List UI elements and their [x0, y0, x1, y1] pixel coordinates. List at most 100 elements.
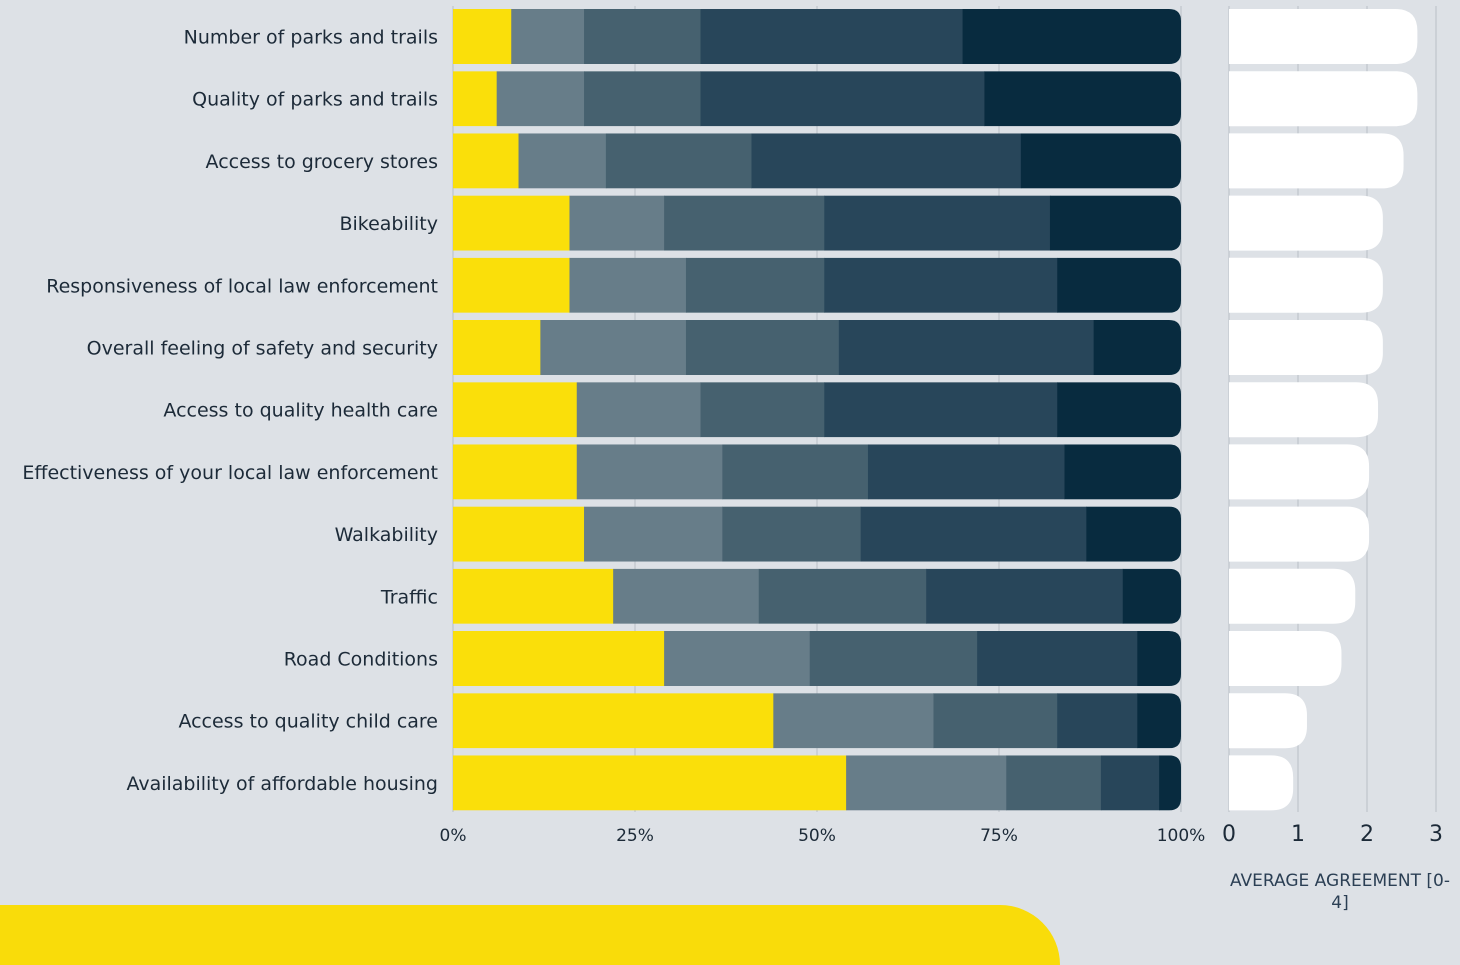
bar-segment	[584, 9, 702, 64]
bar-segment	[453, 195, 570, 251]
x-tick-labels: 0% 25% 50% 75% 100%	[440, 826, 1206, 846]
bar-segment	[824, 257, 1058, 313]
bar-segment	[1086, 506, 1181, 562]
bar-segment	[700, 71, 985, 127]
bar-row	[453, 9, 1181, 64]
bar-segment	[1137, 631, 1181, 686]
bar-segment	[846, 755, 1007, 811]
category-label: Road Conditions	[284, 649, 438, 671]
bar-segment	[569, 257, 687, 313]
average-bar	[1229, 9, 1418, 64]
category-label: Responsiveness of local law enforcement	[46, 275, 438, 297]
bar-segment	[933, 693, 1058, 749]
bar-segment	[605, 133, 752, 189]
bar-segment	[569, 195, 665, 251]
bar-row	[453, 506, 1181, 562]
avg-tick-label: 1	[1291, 822, 1305, 847]
chart: Number of parks and trails Quality of par…	[22, 6, 1443, 847]
average-bar	[1229, 631, 1342, 686]
bar-segment	[838, 320, 1095, 375]
bar-segment	[860, 506, 1087, 562]
bar-segment	[453, 257, 570, 313]
bar-row	[453, 568, 1181, 624]
bar-segment	[1049, 195, 1181, 251]
bar-segment	[1006, 755, 1102, 811]
bar-segment	[613, 568, 760, 624]
avg-tick-label: 0	[1222, 822, 1236, 847]
bar-segment	[700, 382, 825, 438]
average-bar	[1229, 506, 1370, 562]
bar-segment	[700, 9, 964, 64]
category-label: Number of parks and trails	[184, 27, 438, 49]
x-tick-label: 100%	[1157, 826, 1206, 846]
bar-segment	[453, 133, 520, 189]
x-tick-label: 50%	[798, 826, 836, 846]
bar-segment	[1100, 755, 1160, 811]
bar-row	[453, 195, 1181, 251]
bar-segment	[664, 631, 811, 686]
avg-tick-label: 3	[1429, 822, 1443, 847]
bar-segment	[453, 9, 512, 64]
average-bar	[1229, 257, 1383, 313]
bar-segment	[1057, 382, 1181, 438]
average-bars	[1229, 9, 1418, 811]
bar-segment	[576, 382, 702, 438]
average-bar	[1229, 320, 1383, 375]
category-label: Availability of affordable housing	[126, 773, 438, 795]
bar-segment	[1064, 444, 1181, 500]
category-label: Access to quality child care	[178, 711, 438, 733]
bar-row	[453, 444, 1181, 500]
category-label: Effectiveness of your local law enforcem…	[22, 462, 438, 484]
bar-segment	[984, 71, 1181, 127]
average-bar	[1229, 755, 1294, 811]
bar-segment	[1159, 755, 1181, 811]
bar-segment	[496, 71, 585, 127]
bar-segment	[1020, 133, 1181, 189]
avg-axis-title: AVERAGE AGREEMENT [0-4]	[1230, 871, 1450, 913]
category-label: Access to grocery stores	[206, 151, 438, 173]
bar-row	[453, 693, 1181, 749]
bar-segment	[453, 755, 847, 811]
category-label: Overall feeling of safety and security	[87, 338, 438, 360]
category-label: Traffic	[380, 586, 438, 608]
bar-segment	[664, 195, 825, 251]
bar-row	[453, 755, 1181, 811]
bar-segment	[584, 71, 702, 127]
bar-segment	[809, 631, 978, 686]
x-tick-label: 0%	[440, 826, 467, 846]
bar-segment	[962, 9, 1181, 64]
stacked-bars	[453, 9, 1181, 811]
bar-row	[453, 257, 1181, 313]
bar-segment	[1137, 693, 1181, 749]
x-tick-label: 25%	[616, 826, 654, 846]
bar-segment	[453, 568, 614, 624]
category-label: Access to quality health care	[163, 400, 438, 422]
bar-segment	[1057, 257, 1181, 313]
bar-segment	[453, 320, 541, 375]
bar-segment	[722, 506, 862, 562]
average-bar	[1229, 382, 1379, 438]
avg-tick-label: 2	[1360, 822, 1374, 847]
bar-segment	[584, 506, 723, 562]
bar-segment	[1122, 568, 1181, 624]
x-tick-label: 75%	[980, 826, 1018, 846]
bar-segment	[685, 320, 840, 375]
bar-segment	[453, 444, 578, 500]
bar-segment	[722, 444, 869, 500]
bar-segment	[453, 382, 578, 438]
bar-segment	[453, 631, 665, 686]
bar-segment	[773, 693, 934, 749]
bar-segment	[867, 444, 1066, 500]
bar-segment	[824, 195, 1051, 251]
bar-segment	[1093, 320, 1181, 375]
bar-segment	[511, 9, 585, 64]
bar-segment	[824, 382, 1058, 438]
bar-segment	[576, 444, 723, 500]
bar-segment	[751, 133, 1022, 189]
category-label: Bikeability	[339, 213, 438, 235]
average-bar	[1229, 71, 1418, 127]
bar-segment	[758, 568, 927, 624]
bar-segment	[1057, 693, 1138, 749]
decorative-yellow-band	[0, 905, 1060, 965]
average-bar	[1229, 693, 1307, 749]
